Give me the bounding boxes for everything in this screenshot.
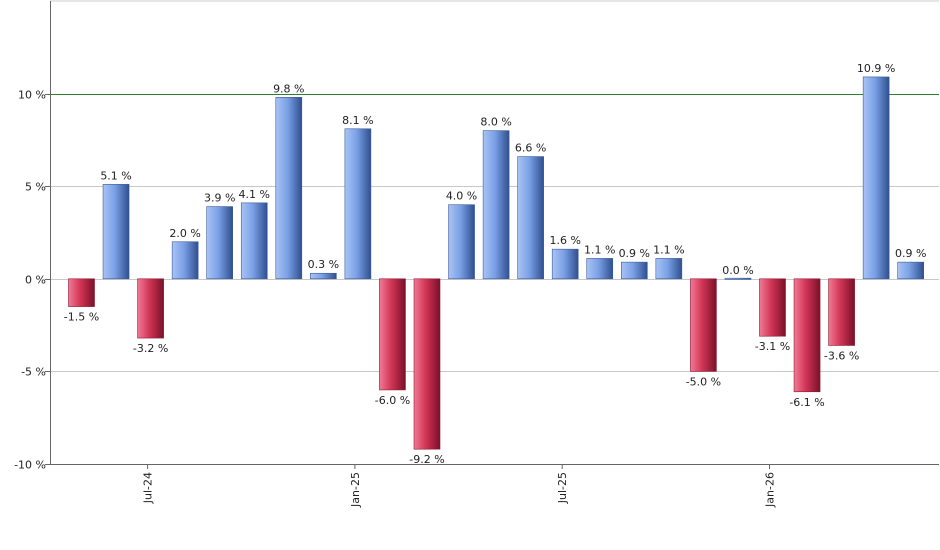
- bar-value-label: -1.5 %: [64, 311, 99, 324]
- bar-value-label: -5.0 %: [686, 375, 721, 388]
- x-tick-label: Jan-26: [764, 472, 777, 508]
- bar-value-label: 10.9 %: [857, 62, 895, 75]
- axes: [45, 1, 939, 469]
- bar-value-label: 1.1 %: [584, 243, 615, 256]
- bar: [551, 248, 579, 280]
- y-tick-label: 5 %: [25, 181, 46, 194]
- bar-value-label: 5.1 %: [100, 169, 131, 182]
- bar: [102, 184, 130, 280]
- bar-value-label: -6.1 %: [789, 396, 824, 409]
- bar-value-label: 0.0 %: [722, 264, 753, 277]
- bar-value-label: -9.2 %: [409, 453, 444, 466]
- bar: [690, 278, 717, 372]
- bar: [482, 130, 510, 280]
- bar-value-label: 0.9 %: [619, 247, 650, 260]
- bar-value-label: 1.6 %: [549, 234, 580, 247]
- bar: [448, 204, 475, 280]
- bar: [724, 277, 752, 280]
- y-tick-label: 10 %: [18, 89, 46, 102]
- bar-value-label: 4.0 %: [446, 190, 477, 203]
- labels: -10 % -5 % 0 % 5 % 10 % -1.5 % 5.1 % -3.2 % 2.0 …: [14, 62, 926, 508]
- bar: [897, 261, 925, 280]
- x-tick-label: Jul-24: [142, 472, 155, 504]
- bar-value-label: 0.3 %: [308, 258, 339, 271]
- bar-value-label: 4.1 %: [239, 188, 270, 201]
- bar: [137, 278, 164, 339]
- bar: [275, 97, 303, 280]
- bar: [759, 278, 786, 337]
- bar: [206, 206, 233, 280]
- bar: [862, 76, 890, 280]
- bars: [68, 76, 925, 450]
- bar-value-label: 9.8 %: [273, 82, 304, 95]
- bar-value-label: 1.1 %: [653, 243, 684, 256]
- bar: [586, 258, 614, 280]
- bar-value-label: 8.1 %: [342, 114, 373, 127]
- bar-value-label: 8.0 %: [480, 116, 511, 129]
- bar-value-label: -3.1 %: [755, 340, 790, 353]
- x-tick-label: Jan-25: [349, 472, 362, 508]
- bar: [620, 261, 648, 280]
- y-tick-label: -10 %: [14, 459, 46, 472]
- bar: [655, 258, 683, 280]
- bar: [517, 156, 544, 280]
- bar-value-label: 3.9 %: [204, 192, 235, 205]
- y-tick-label: -5 %: [21, 366, 46, 379]
- bar-value-label: -3.2 %: [133, 342, 168, 355]
- bar-value-label: 2.0 %: [169, 227, 200, 240]
- bar: [379, 278, 406, 391]
- bar: [171, 241, 199, 280]
- bar: [310, 272, 337, 280]
- bar: [828, 278, 855, 346]
- bar: [413, 278, 441, 450]
- bar: [68, 278, 95, 307]
- bar: [240, 202, 268, 280]
- bar-value-label: -6.0 %: [375, 394, 410, 407]
- bar: [793, 278, 821, 393]
- bar-value-label: 0.9 %: [895, 247, 926, 260]
- y-tick-label: 0 %: [25, 274, 46, 287]
- bar-value-label: -3.6 %: [824, 349, 859, 362]
- bar-value-label: 6.6 %: [515, 142, 546, 155]
- x-tick-label: Jul-25: [556, 472, 569, 504]
- bar: [344, 128, 372, 280]
